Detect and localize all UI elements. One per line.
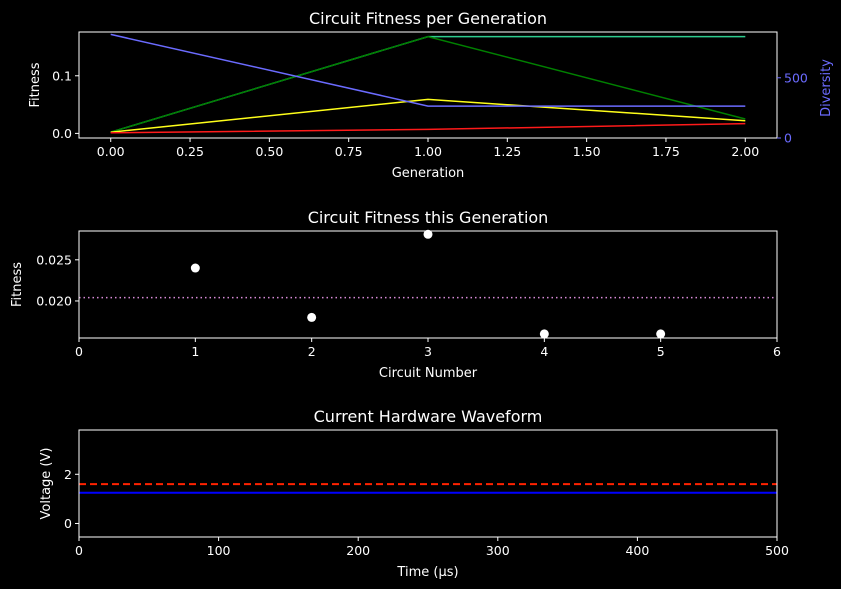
axes-frame: [78, 31, 778, 139]
y-axis-label: Fitness: [28, 62, 43, 107]
y-axis-label: Voltage (V): [39, 448, 54, 520]
y2-tick-label: 500: [784, 70, 808, 85]
chart-title: Circuit Fitness per Generation: [309, 9, 547, 28]
chart-title: Circuit Fitness this Generation: [308, 208, 549, 227]
subplot-1: 0.00 0.25 0.50 0.75 1.00 1.25 1.50 1.75 2.000.00…: [28, 9, 834, 181]
series-line-5: [110, 33, 746, 107]
x-axis-label: Time (µs): [396, 565, 458, 580]
x-tick-label: 100: [207, 543, 231, 558]
axes-frame: [78, 230, 778, 339]
x-tick-label: 1.00: [414, 144, 442, 159]
x-tick-label: 2: [308, 344, 316, 359]
y2-tick-label: 0: [784, 131, 792, 146]
subplot-3: 0 100 200 300 400 500 0 2 Current Hardware Wavef…: [39, 407, 789, 580]
series-line-3: [110, 98, 746, 133]
x-axis-label: Generation: [392, 166, 465, 181]
data-point-5: [656, 329, 666, 339]
x-tick-label: 0: [75, 543, 83, 558]
subplot-2: 0 1 2 3 4 5 6 0.020 0.025 Circuit Fitness this Ge…: [10, 208, 781, 381]
y-tick-label: 2: [64, 467, 72, 482]
x-tick-label: 4: [540, 344, 548, 359]
x-axis-label: Circuit Number: [379, 366, 478, 381]
series-line-4: [110, 122, 746, 134]
x-tick-label: 200: [346, 543, 370, 558]
y2-axis-label: Diversity: [819, 59, 834, 117]
x-tick-label: 1.50: [573, 144, 601, 159]
x-tick-label: 1.25: [493, 144, 521, 159]
axes-frame: [78, 429, 778, 538]
x-tick-label: 1: [191, 344, 199, 359]
data-point-2: [307, 312, 317, 322]
x-tick-label: 0: [75, 344, 83, 359]
data-point-4: [539, 329, 549, 339]
x-tick-label: 0.00: [97, 144, 125, 159]
x-tick-label: 300: [486, 543, 510, 558]
x-tick-label: 1.75: [652, 144, 680, 159]
y-tick-label: 0: [64, 516, 72, 531]
series-line-1: [110, 35, 746, 133]
x-tick-label: 500: [765, 543, 789, 558]
chart-title: Current Hardware Waveform: [314, 407, 543, 426]
x-tick-label: 0.75: [335, 144, 363, 159]
x-tick-label: 0.50: [255, 144, 283, 159]
x-tick-label: 400: [625, 543, 649, 558]
x-tick-label: 5: [657, 344, 665, 359]
y-axis-label: Fitness: [10, 262, 25, 307]
x-tick-label: 0.25: [176, 144, 204, 159]
data-point-1: [190, 263, 200, 273]
y-tick-label: 0.0: [52, 126, 72, 141]
data-point-3: [423, 229, 433, 239]
x-tick-label: 6: [773, 344, 781, 359]
x-tick-label: 3: [424, 344, 432, 359]
y-tick-label: 0.025: [36, 252, 72, 267]
x-tick-label: 2.00: [731, 144, 759, 159]
y-tick-label: 0.1: [52, 68, 72, 83]
y-tick-label: 0.020: [36, 293, 72, 308]
series-line-2: [110, 35, 746, 133]
